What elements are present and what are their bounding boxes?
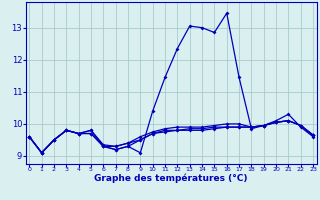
X-axis label: Graphe des températures (°C): Graphe des températures (°C) <box>94 174 248 183</box>
